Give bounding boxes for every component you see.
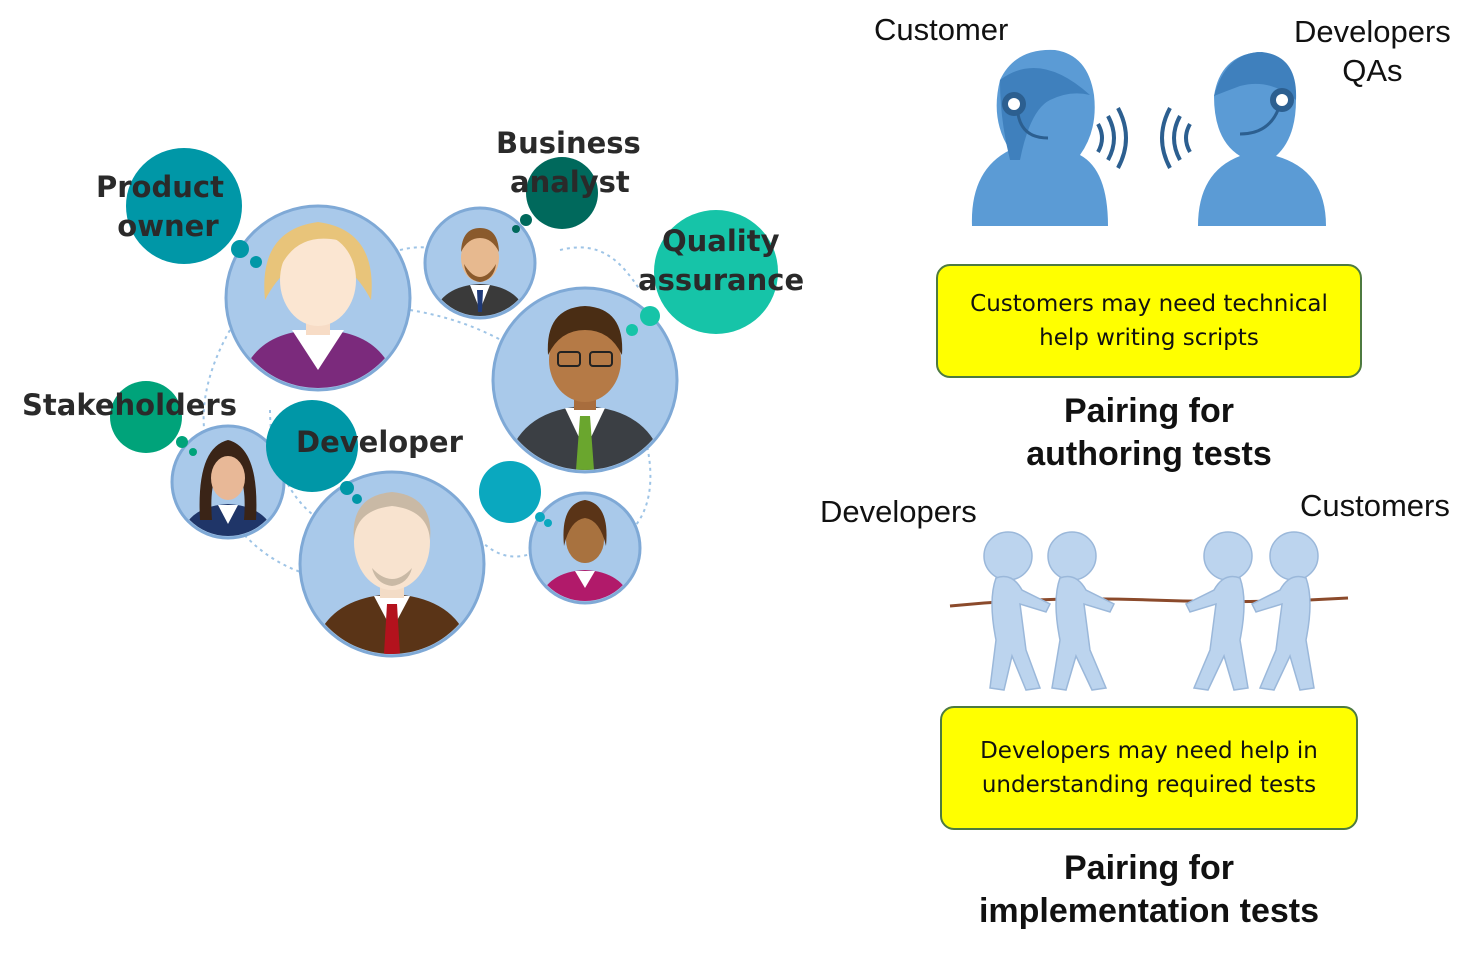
implementation-caption-line2: implementation tests [978, 892, 1320, 930]
implementation-note-line2: understanding required tests [981, 772, 1317, 798]
business-analyst-avatar [423, 206, 537, 320]
quality-assurance-label: Quality assurance [638, 222, 804, 300]
authoring-note-line1: Customers may need technical [970, 291, 1328, 317]
developer-headset-icon [1198, 52, 1326, 226]
developers-qas-label: Developers QAs [1294, 12, 1451, 90]
stakeholder-avatar [170, 424, 286, 540]
customer-figure-1 [1184, 531, 1253, 691]
developers-label-line: Developers [1294, 14, 1451, 49]
implementation-developers-label: Developers [820, 494, 977, 529]
authoring-note: Customers may need technical help writin… [936, 264, 1362, 378]
developer-label: Developer [296, 425, 463, 459]
developer-avatar [298, 470, 486, 658]
authoring-caption-line2: authoring tests [1026, 435, 1272, 473]
developer-figure-2 [1047, 531, 1116, 691]
implementation-caption: Pairing for implementation tests [938, 847, 1360, 933]
speech-bubbles [110, 148, 778, 527]
product-owner-avatar [224, 204, 412, 392]
business-analyst-label: Business analyst [496, 124, 641, 202]
implementation-note: Developers may need help in understandin… [940, 706, 1358, 830]
qas-label-line: QAs [1342, 53, 1403, 88]
business-analyst-label-line1: Business [496, 126, 641, 160]
product-owner-label-line2: owner [117, 209, 219, 243]
authoring-note-line2: help writing scripts [1039, 325, 1259, 351]
implementation-caption-line1: Pairing for [1063, 849, 1235, 887]
implementation-customers-label: Customers [1300, 488, 1450, 523]
product-owner-label: Product owner [96, 168, 224, 246]
quality-assurance-label-line1: Quality [662, 224, 780, 258]
implementation-note-line1: Developers may need help in [980, 738, 1318, 764]
customer-headset-icon [971, 49, 1108, 226]
authoring-caption-line1: Pairing for [1063, 392, 1235, 430]
customer-figure-2 [1250, 531, 1319, 691]
stakeholders-label: Stakeholders [22, 388, 237, 422]
quality-assurance-label-line2: assurance [638, 263, 805, 297]
business-analyst-label-line2: analyst [510, 165, 630, 199]
team-member-avatar [528, 491, 642, 605]
sound-waves-icon [1096, 107, 1192, 169]
tug-of-war-illustration [949, 531, 1349, 691]
product-owner-label-line1: Product [96, 170, 224, 204]
developer-figure-1 [983, 531, 1052, 691]
customer-label: Customer [874, 12, 1009, 47]
authoring-caption: Pairing for authoring tests [938, 390, 1360, 476]
